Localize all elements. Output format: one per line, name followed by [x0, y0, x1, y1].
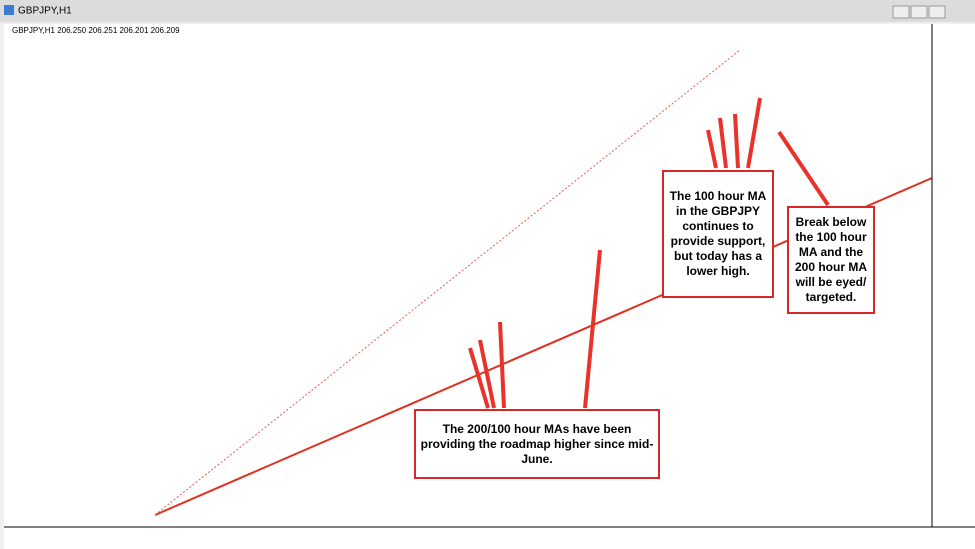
minimize-button[interactable] — [892, 5, 910, 19]
chart-header: GBPJPY,H1 206.250 206.251 206.201 206.20… — [12, 26, 180, 35]
title-bar — [0, 0, 975, 22]
close-button[interactable] — [928, 5, 946, 19]
arrow — [718, 117, 728, 169]
x-axis-background — [4, 527, 975, 549]
window-title: GBPJPY,H1 — [18, 6, 72, 17]
arrow — [777, 130, 830, 207]
arrow — [706, 129, 718, 169]
arrows — [468, 97, 830, 409]
annotation-box: The 200/100 hour MAs have been providing… — [414, 409, 660, 479]
arrow — [733, 113, 740, 169]
annotation-box: Break below the 100 hour MA and the 200 … — [787, 206, 875, 314]
arrow — [746, 97, 762, 169]
window-icon — [4, 5, 14, 15]
arrow — [583, 249, 602, 409]
arrow — [498, 321, 506, 409]
fib-line — [154, 49, 741, 516]
annotation-box: The 100 hour MA in the GBPJPY continues … — [662, 170, 774, 298]
arrow — [468, 347, 490, 409]
maximize-button[interactable] — [910, 5, 928, 19]
arrow — [478, 339, 496, 409]
